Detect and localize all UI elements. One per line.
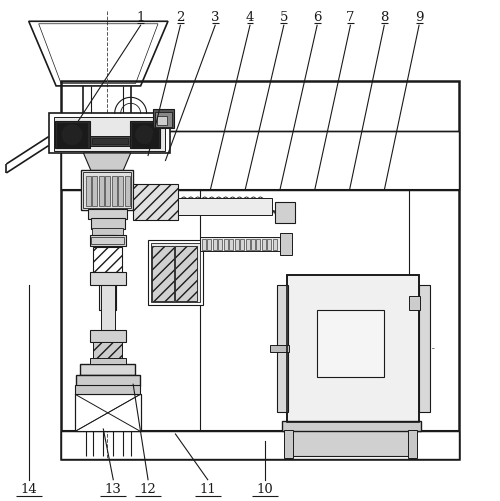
Text: 13: 13 — [105, 482, 122, 495]
Bar — [99, 177, 104, 207]
Bar — [91, 219, 124, 229]
Bar — [262, 239, 266, 250]
Bar — [86, 177, 91, 207]
Bar — [419, 285, 430, 412]
Bar — [61, 432, 459, 459]
Bar — [224, 239, 228, 250]
Bar — [54, 118, 166, 151]
Bar — [88, 210, 127, 220]
Text: 2: 2 — [176, 11, 184, 24]
Bar — [212, 239, 216, 250]
Bar — [101, 284, 115, 330]
Bar — [133, 185, 178, 221]
Bar — [124, 177, 130, 207]
Bar — [234, 239, 238, 250]
Bar — [280, 233, 292, 256]
Bar — [207, 239, 211, 250]
Bar — [92, 228, 123, 235]
Bar — [55, 121, 90, 149]
Bar — [275, 202, 295, 223]
Bar — [202, 239, 205, 250]
Bar — [106, 177, 110, 207]
Bar — [94, 247, 122, 273]
Bar — [270, 345, 289, 352]
Text: 5: 5 — [280, 11, 288, 24]
Text: 11: 11 — [200, 482, 216, 495]
Text: 3: 3 — [211, 11, 220, 24]
Bar — [229, 239, 233, 250]
Text: 10: 10 — [256, 482, 274, 495]
Bar — [256, 239, 260, 250]
Bar — [75, 394, 140, 432]
Bar — [81, 171, 133, 211]
Bar — [90, 330, 126, 342]
Bar — [240, 239, 244, 250]
Text: 12: 12 — [140, 482, 156, 495]
Text: 8: 8 — [380, 11, 388, 24]
Bar — [408, 431, 417, 458]
Bar — [288, 276, 419, 422]
Bar — [100, 235, 116, 310]
Bar — [409, 296, 420, 310]
Bar — [84, 173, 130, 209]
Bar — [118, 177, 123, 207]
Text: 6: 6 — [313, 11, 322, 24]
Bar — [251, 239, 255, 250]
Text: 14: 14 — [20, 482, 37, 495]
Bar — [92, 177, 98, 207]
Bar — [278, 285, 288, 412]
Bar — [200, 237, 282, 252]
Bar — [112, 177, 116, 207]
Text: 7: 7 — [346, 11, 354, 24]
Text: 4: 4 — [246, 11, 254, 24]
Bar — [76, 376, 140, 386]
Bar — [178, 198, 272, 216]
Bar — [273, 239, 277, 250]
Bar — [80, 365, 134, 376]
Bar — [90, 235, 126, 246]
Circle shape — [61, 124, 83, 146]
Bar — [246, 239, 250, 250]
Text: 9: 9 — [415, 11, 424, 24]
Bar — [130, 121, 160, 149]
Bar — [90, 273, 126, 285]
Bar — [132, 123, 158, 147]
Bar — [75, 385, 140, 394]
Bar — [282, 421, 420, 432]
Bar — [153, 110, 174, 129]
Text: 1: 1 — [136, 11, 145, 24]
Bar — [90, 359, 126, 365]
Polygon shape — [84, 154, 130, 171]
Bar — [148, 240, 203, 305]
Bar — [48, 114, 170, 154]
Bar — [92, 237, 124, 244]
Bar — [268, 239, 272, 250]
Bar — [57, 123, 87, 147]
Bar — [61, 82, 459, 459]
Bar — [288, 276, 419, 422]
Circle shape — [134, 125, 154, 145]
Bar — [90, 136, 130, 146]
Bar — [157, 117, 167, 125]
Bar — [150, 243, 200, 303]
Bar — [92, 138, 128, 144]
Bar — [94, 342, 122, 360]
Bar — [61, 131, 459, 191]
Bar — [155, 113, 172, 127]
Bar — [176, 246, 198, 301]
Bar — [218, 239, 222, 250]
Bar — [284, 431, 293, 458]
Bar — [152, 246, 174, 301]
Bar — [317, 310, 384, 377]
Bar — [290, 431, 413, 456]
